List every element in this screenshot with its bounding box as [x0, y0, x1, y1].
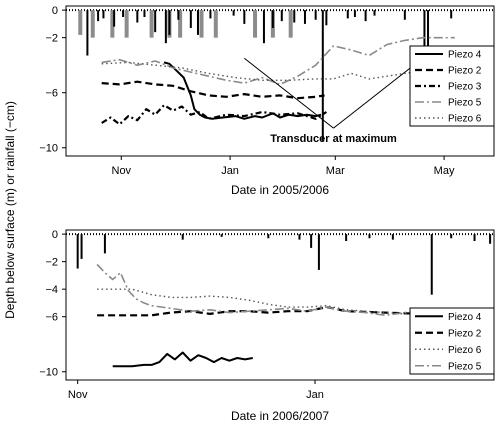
series-line-piezo-2	[101, 80, 325, 100]
top-plot-content	[66, 9, 494, 141]
annotation-arrow	[333, 57, 423, 129]
series-line-piezo-5	[96, 263, 464, 319]
y-tick-label: −4	[45, 284, 58, 296]
bottom-x-axis-title: Date in 2006/2007	[231, 409, 329, 423]
y-tick-label: −6	[45, 88, 58, 100]
legend-label: Piezo 2	[448, 66, 482, 77]
x-tick-label: Nov	[68, 389, 88, 401]
y-axis-title: Depth below surface (m) or rainfall (−cm…	[3, 101, 17, 319]
bottom-x-ticks: Nov Jan	[68, 380, 324, 401]
series-line-piezo-3	[101, 103, 327, 126]
legend-label: Piezo 2	[448, 328, 482, 339]
y-tick-label: −10	[39, 367, 58, 379]
y-tick-label: 0	[52, 229, 58, 241]
series-line-piezo-4	[112, 351, 253, 368]
series-line-piezo-2	[97, 306, 463, 317]
annotation-arrow	[244, 57, 334, 129]
y-tick-label: −2	[45, 33, 58, 45]
legend-label: Piezo 3	[448, 82, 482, 93]
x-tick-label: Nov	[112, 165, 132, 177]
bottom-legend: Piezo 4 Piezo 2 Piezo 6 Piezo 5	[409, 307, 495, 375]
legend-label: Piezo 5	[448, 98, 482, 109]
y-tick-label: −2	[45, 257, 58, 269]
x-tick-label: Jan	[221, 165, 239, 177]
legend-label: Piezo 6	[448, 345, 482, 356]
legend-label: Piezo 6	[448, 114, 482, 125]
top-x-axis-title: Date in 2005/2006	[231, 183, 329, 197]
top-annotation: Transducer at maximum	[244, 57, 423, 145]
annotation-label: Transducer at maximum	[270, 133, 397, 145]
legend-label: Piezo 4	[448, 50, 482, 61]
series-line-piezo-4	[163, 61, 322, 120]
x-tick-label: Mar	[326, 165, 345, 177]
legend-box	[409, 307, 495, 375]
chart-top: 0−2−6−10 Nov Jan Mar May Date in 2005/2006 …	[39, 5, 495, 197]
series-line-piezo-6	[97, 288, 463, 316]
x-tick-label: May	[434, 165, 455, 177]
legend-label: Piezo 4	[448, 312, 482, 323]
top-y-ticks: 0 −2 −6 −10	[39, 5, 66, 155]
series-line-piezo-6	[101, 61, 455, 82]
y-tick-label: −10	[39, 143, 58, 155]
bottom-plot-content	[66, 233, 494, 368]
x-tick-label: Jan	[306, 389, 324, 401]
bottom-plot-frame	[65, 229, 495, 381]
y-tick-label: −6	[45, 312, 58, 324]
top-legend: Piezo 4 Piezo 2 Piezo 3 Piezo 5 Piezo 6	[409, 45, 495, 127]
series-line-piezo-5	[101, 36, 455, 86]
y-tick-label: 0	[52, 5, 58, 17]
chart-bottom: 0 −2 −4 −6 −10 Nov Jan Date in 2006/2007 Piez…	[39, 229, 495, 423]
bottom-y-ticks: 0 −2 −4 −6 −10	[39, 229, 66, 379]
top-x-ticks: Nov Jan Mar May	[112, 156, 455, 177]
legend-label: Piezo 5	[448, 361, 482, 372]
